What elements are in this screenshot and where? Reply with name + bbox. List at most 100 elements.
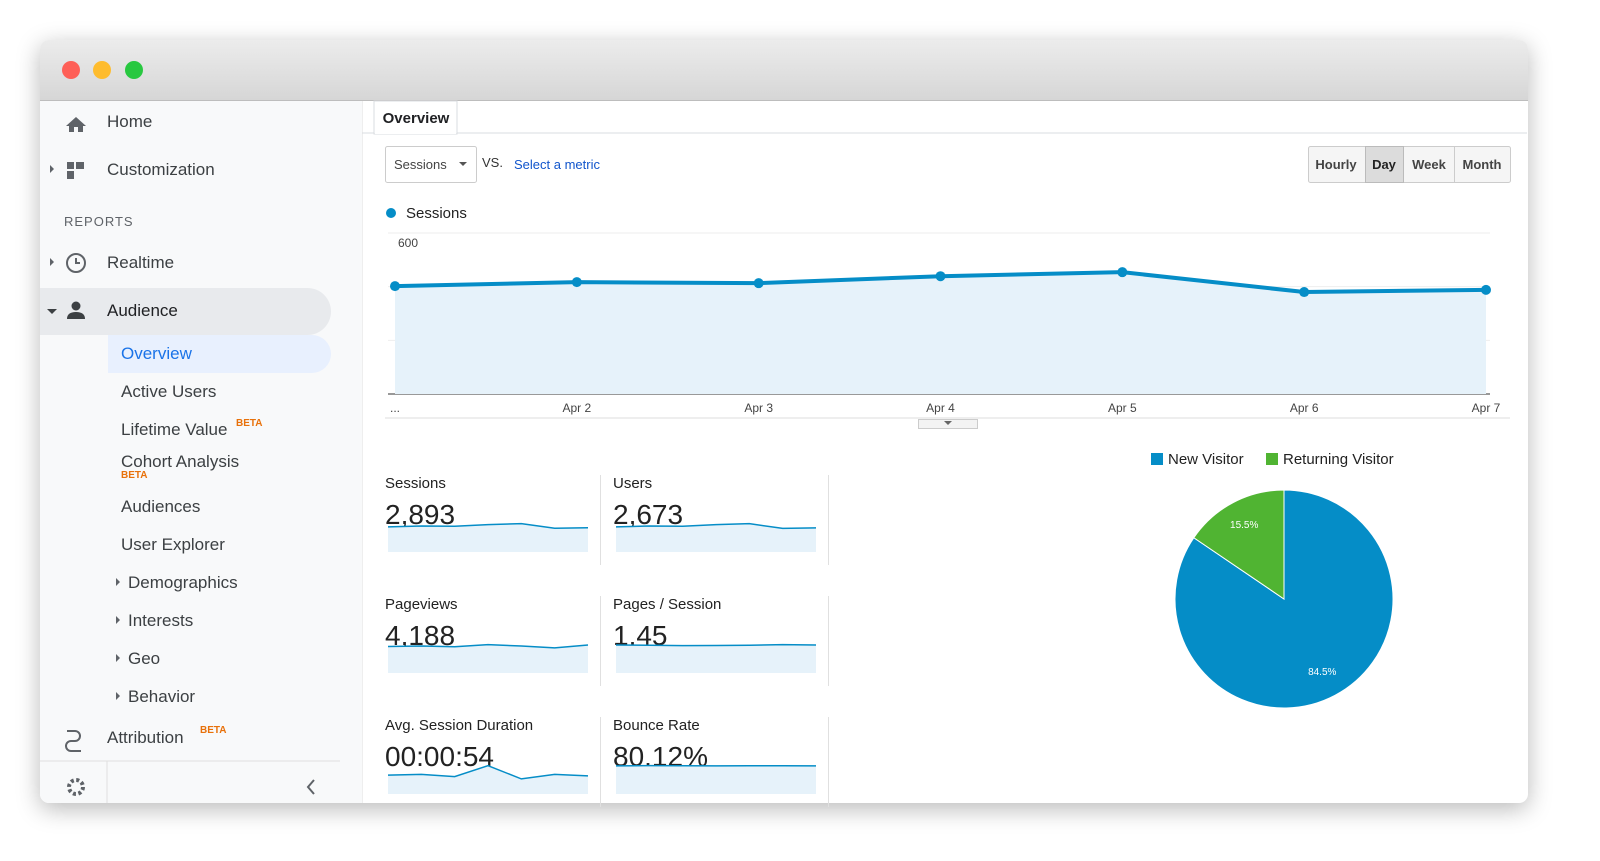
point xyxy=(390,281,400,292)
dropdown-arrow xyxy=(459,162,467,166)
audience-highlight xyxy=(40,288,331,335)
collapse-arrow xyxy=(47,309,57,314)
custom-icon xyxy=(67,162,74,169)
legend-label: Returning Visitor xyxy=(1283,451,1394,468)
x-tick-label: Apr 4 xyxy=(926,401,955,415)
sparkline xyxy=(387,522,589,530)
metric-label: Pages / Session xyxy=(613,596,721,613)
pie-slice xyxy=(1193,489,1285,600)
nav-item[interactable]: Attribution xyxy=(107,728,184,747)
window: Home Customization REPORTS Realtime Audi… xyxy=(40,40,1528,803)
maximize[interactable] xyxy=(125,61,143,79)
expand-arrow xyxy=(50,258,54,266)
attribution-icon xyxy=(65,730,81,752)
custom-icon xyxy=(67,171,74,179)
custom-icon xyxy=(76,162,84,169)
point xyxy=(1117,267,1128,278)
legend-label: New Visitor xyxy=(1168,451,1244,468)
nav-item[interactable]: Cohort Analysis xyxy=(121,452,240,471)
collapse-sidebar[interactable] xyxy=(306,779,315,795)
metric-label: Bounce Rate xyxy=(613,717,700,734)
sparkline-area xyxy=(388,523,588,552)
metric-value: 2,673 xyxy=(613,499,683,530)
sparkline xyxy=(387,764,589,780)
period-button[interactable]: Month xyxy=(1463,157,1502,172)
sparkline-area xyxy=(616,644,816,673)
point xyxy=(753,278,764,289)
point xyxy=(1481,284,1491,295)
y-tick-label: 600 xyxy=(398,236,418,250)
metric-dropdown[interactable] xyxy=(385,146,477,183)
nav-item[interactable]: Behavior xyxy=(128,687,196,706)
expand-arrow xyxy=(50,165,54,173)
legend-dot xyxy=(386,208,396,218)
nav-item[interactable]: Customization xyxy=(107,160,215,179)
section-label: REPORTS xyxy=(64,214,134,229)
home-icon xyxy=(66,117,86,132)
sparkline-area xyxy=(616,765,816,794)
metric-value: 00:00:54 xyxy=(385,741,494,772)
period-button[interactable]: Day xyxy=(1372,157,1397,172)
metric-label: Sessions xyxy=(385,475,446,492)
nav-item[interactable]: Active Users xyxy=(121,382,217,401)
person-icon xyxy=(71,301,81,311)
traffic-lights xyxy=(62,61,143,79)
overview-highlight xyxy=(108,335,331,373)
slice-label: 84.5% xyxy=(1308,667,1336,678)
metric-label: Users xyxy=(613,475,652,492)
beta-badge: BETA xyxy=(200,725,227,736)
minimize[interactable] xyxy=(93,61,111,79)
point xyxy=(1299,287,1310,298)
nav-item[interactable]: Lifetime Value xyxy=(121,420,228,439)
x-tick-label: Apr 5 xyxy=(1108,401,1137,415)
x-tick-label: Apr 2 xyxy=(562,401,591,415)
legend-label: Sessions xyxy=(406,205,467,222)
close[interactable] xyxy=(62,61,80,79)
x-tick-label: Apr 7 xyxy=(1472,401,1501,415)
nav-item[interactable]: User Explorer xyxy=(121,535,225,554)
settings-icon[interactable] xyxy=(67,778,85,796)
area xyxy=(395,272,1486,394)
period-button[interactable]: Hourly xyxy=(1315,157,1357,172)
tab-label[interactable]: Overview xyxy=(383,110,450,127)
vs-label: VS. xyxy=(482,155,503,170)
tab[interactable] xyxy=(373,100,458,135)
sparkline xyxy=(615,522,817,530)
title-bar xyxy=(40,40,1528,101)
nav-item[interactable]: Audiences xyxy=(121,497,201,516)
nav-item[interactable]: Audience xyxy=(107,301,178,320)
point xyxy=(571,277,582,288)
nav-item[interactable]: Geo xyxy=(128,649,161,668)
nav-item[interactable]: Demographics xyxy=(128,573,238,592)
select-metric[interactable]: Select a metric xyxy=(514,157,600,172)
sidebar: Home Customization REPORTS Realtime Audi… xyxy=(40,101,363,803)
clock-icon xyxy=(75,258,80,264)
metric-value: 2,893 xyxy=(385,499,455,530)
nav-item[interactable]: Realtime xyxy=(107,253,175,272)
sparkline-area xyxy=(388,644,588,673)
x-tick-label: Apr 3 xyxy=(744,401,773,415)
dropdown-label[interactable]: Sessions xyxy=(394,157,447,172)
x-tick-label: ... xyxy=(390,401,400,415)
period-button[interactable]: Week xyxy=(1412,157,1446,172)
sidebar-icons xyxy=(40,117,340,803)
point xyxy=(935,271,946,282)
sparkline xyxy=(387,643,589,649)
metric-label: Pageviews xyxy=(385,596,458,613)
legend-swatch xyxy=(1266,453,1278,465)
sparkline-area xyxy=(616,523,816,552)
nav-item[interactable]: Interests xyxy=(128,611,194,630)
clock-icon xyxy=(66,253,86,273)
sparkline xyxy=(615,643,817,647)
nav-item[interactable]: Home xyxy=(107,112,153,131)
toggle-arrow xyxy=(944,421,952,425)
legend-swatch xyxy=(1151,453,1163,465)
period-group xyxy=(1308,146,1511,183)
beta-badge: BETA xyxy=(236,418,263,429)
slice-label: 15.5% xyxy=(1230,520,1258,531)
active-period xyxy=(1365,146,1404,183)
beta-badge: BETA xyxy=(121,470,148,481)
nav-item[interactable]: Overview xyxy=(121,344,192,363)
